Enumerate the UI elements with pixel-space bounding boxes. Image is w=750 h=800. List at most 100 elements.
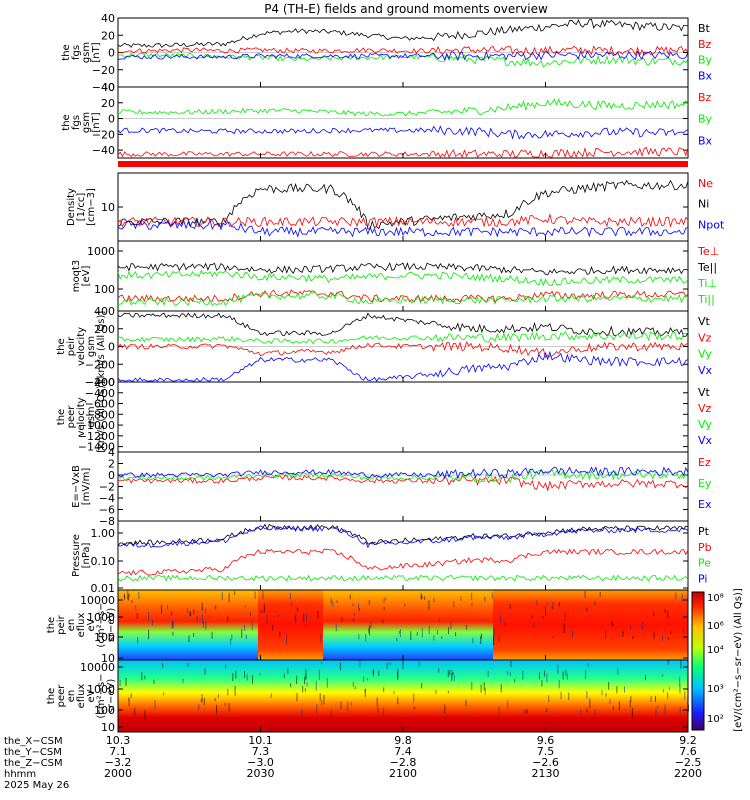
spectrogram-speck	[319, 693, 321, 701]
x-col-value: 2100	[389, 767, 417, 780]
spectrogram-speck	[137, 636, 139, 644]
y-tick-label: −1400	[78, 441, 115, 454]
spectrogram-band	[258, 590, 323, 660]
spectrogram-speck	[594, 601, 596, 606]
y-axis-label: eflux	[76, 684, 87, 709]
y-tick-label: −6	[99, 504, 115, 517]
panel-peir-eflux: 10000 1000 100 10 the peir en eflux eV (cm²−s− sr−…	[46, 589, 689, 665]
spectrogram-speck	[493, 628, 495, 637]
spectrogram-speck	[215, 605, 217, 610]
spectrogram-speck	[397, 668, 399, 679]
spectrogram-speck	[617, 668, 619, 675]
y-tick-label: 100	[94, 283, 115, 296]
spectrogram-speck	[484, 596, 486, 602]
y-tick-label: −800	[85, 408, 115, 421]
spectrogram-speck	[526, 709, 528, 714]
x-col-value: 7.4	[394, 745, 412, 758]
spectrogram-speck	[244, 604, 246, 608]
spectrogram-speck	[433, 598, 435, 602]
legend-By: By	[698, 54, 713, 67]
spectrogram-speck	[171, 611, 173, 616]
spectrogram-speck	[201, 614, 203, 624]
spectrogram-speck	[372, 668, 374, 677]
spectrogram-speck	[682, 628, 684, 634]
spectrogram-speck	[398, 631, 400, 634]
y-axis-label: [1/cc]	[76, 193, 87, 222]
spectrogram-speck	[493, 636, 495, 646]
y-axis-label: [mV/m]	[81, 468, 92, 506]
legend-Ti⊥: Ti⊥	[697, 277, 717, 290]
spectrogram-speck	[204, 668, 206, 675]
spectrogram-speck	[629, 700, 631, 708]
spectrogram-speck	[305, 624, 307, 628]
spectrogram-speck	[190, 612, 192, 617]
trace-By	[117, 52, 689, 68]
legend-Ne: Ne	[698, 177, 713, 190]
y-axis-label: en	[66, 690, 77, 703]
y-tick-label: −2	[99, 481, 115, 494]
spectrogram-speck	[510, 661, 512, 667]
spectrogram-speck	[546, 602, 548, 605]
spectrogram-speck	[144, 675, 146, 680]
spectrogram-speck	[138, 591, 140, 599]
spectrogram-speck	[341, 616, 343, 622]
legend-Vy: Vy	[698, 418, 712, 431]
spectrogram-speck	[234, 591, 236, 595]
x-col-value: −3.2	[105, 756, 132, 769]
flag-bar	[118, 161, 688, 167]
spectrogram-speck	[161, 604, 163, 614]
spectrogram-speck	[611, 620, 613, 626]
spectrogram-speck	[123, 593, 125, 599]
trace-Vx	[117, 350, 689, 382]
spectrogram-speck	[127, 594, 129, 601]
trace-Ne	[117, 213, 689, 228]
spectrogram-speck	[273, 615, 275, 618]
legend-Vz: Vz	[698, 331, 712, 344]
y-tick-label: 40	[101, 12, 115, 25]
spectrogram-speck	[172, 632, 174, 636]
spectrogram-speck	[323, 694, 325, 705]
spectrogram-speck	[135, 605, 137, 610]
spectrogram-speck	[365, 634, 367, 642]
spectrogram-speck	[384, 597, 386, 601]
spectrogram-speck	[364, 688, 366, 693]
spectrogram-speck	[283, 673, 285, 678]
spectrogram-speck	[172, 620, 174, 628]
panel-frame	[117, 86, 689, 159]
spectrogram-speck	[297, 607, 299, 612]
x-col-value: 7.5	[537, 745, 555, 758]
spectrogram-speck	[339, 662, 341, 671]
spectrogram-speck	[358, 603, 360, 609]
y-axis-label: [nT]	[91, 112, 102, 132]
spectrogram-speck	[544, 606, 546, 617]
spectrogram-speck	[393, 690, 395, 695]
spectrogram-speck	[227, 616, 229, 622]
y-axis-label: E=−VxB	[71, 465, 82, 508]
y-tick-label: −400	[85, 387, 115, 400]
spectrogram-speck	[572, 631, 574, 638]
spectrogram-speck	[193, 633, 195, 637]
spectrogram-speck	[453, 675, 455, 682]
spectrogram-speck	[366, 677, 368, 681]
spectrogram-speck	[664, 609, 666, 614]
colorbar-tick-label: 10³	[707, 684, 724, 695]
legend-Pi: Pi	[698, 572, 707, 585]
spectrogram-speck	[364, 689, 366, 698]
x-row-label: the_X−CSM	[4, 736, 63, 747]
spectrogram-speck	[262, 590, 264, 600]
spectrogram-speck	[441, 636, 443, 639]
y-axis-label: velocity	[76, 327, 87, 366]
spectrogram-speck	[568, 692, 570, 701]
spectrogram-speck	[580, 709, 582, 715]
trace-Ez	[117, 474, 689, 492]
spectrogram-speck	[347, 701, 349, 711]
spectrogram-speck	[188, 635, 190, 643]
y-axis-label: gsm	[86, 406, 97, 427]
spectrogram-speck	[480, 684, 482, 693]
y-axis-label: [km/s (All Qs)]	[96, 311, 107, 383]
y-axis-label: [eV]	[81, 266, 92, 287]
spectrogram-speck	[450, 621, 452, 630]
spectrogram-speck	[141, 672, 143, 681]
chart-title: P4 (TH-E) fields and ground moments over…	[264, 2, 548, 16]
spectrogram-speck	[631, 707, 633, 717]
